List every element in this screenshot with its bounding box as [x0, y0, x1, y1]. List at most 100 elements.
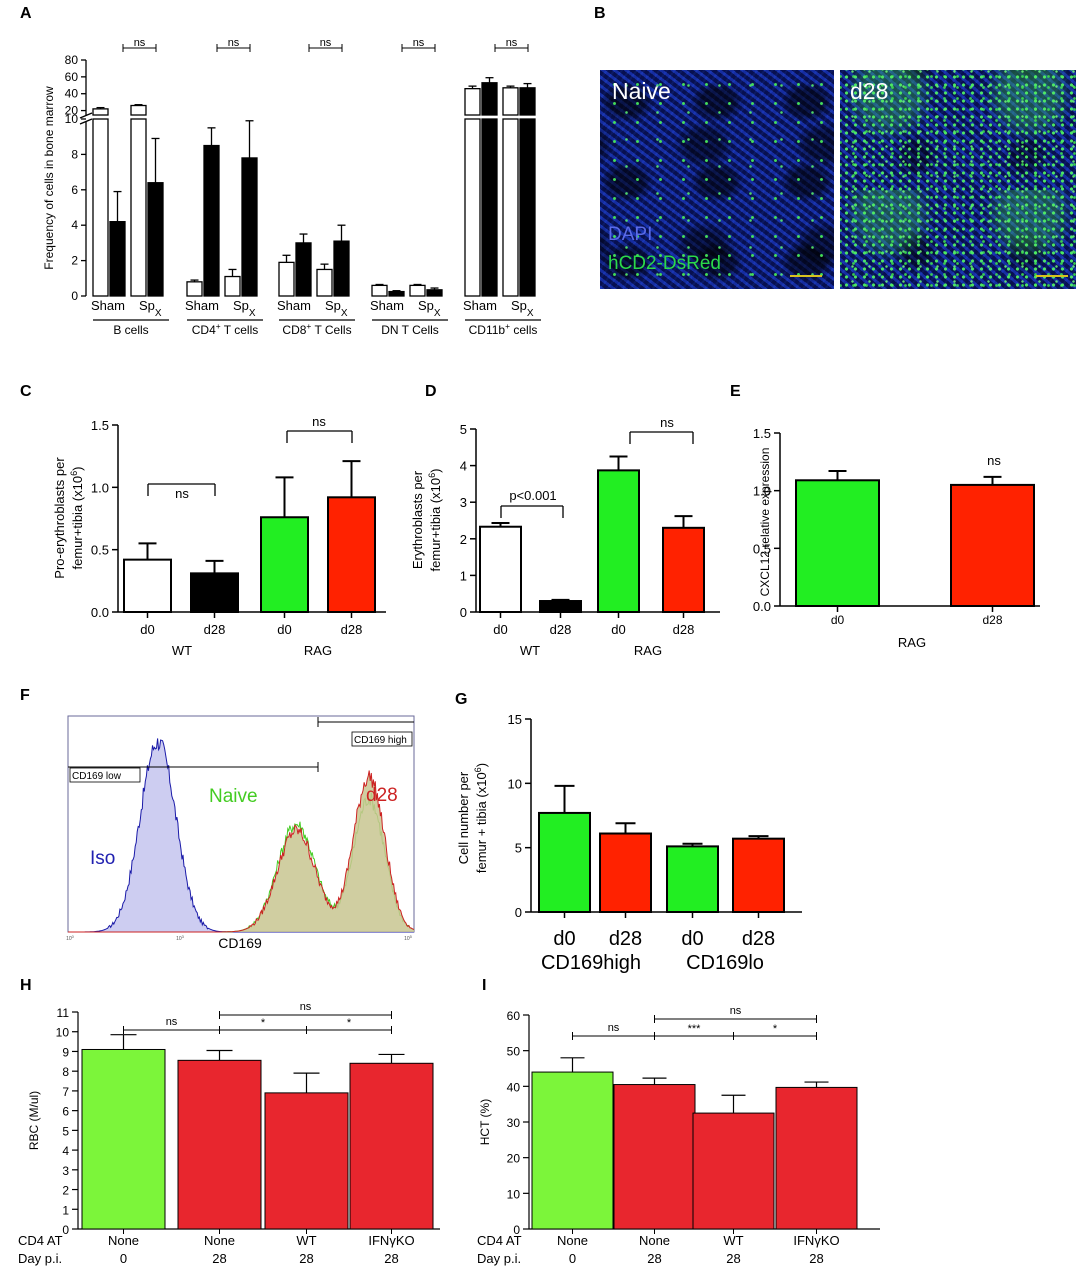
row-h-cd4at: None [204, 1233, 235, 1248]
panel-letter-a: A [20, 5, 32, 22]
bar-a [316, 268, 333, 297]
row-i-label: Day p.i. [477, 1251, 521, 1266]
bar-a [388, 290, 405, 297]
group-a-label: CD8+ T Cells [282, 321, 351, 337]
axis-h-tick-label: 2 [62, 1184, 69, 1198]
axis-a-ylabel: Frequency of cells in bone marrow [42, 86, 56, 270]
axis-d-tick-label: d28 [673, 622, 695, 637]
axis-d-ylabel: Erythroblasts per [410, 470, 425, 569]
axis-i-tick-label: 30 [507, 1116, 521, 1130]
annot-a-text: ns [228, 37, 240, 49]
axis-f-tick-label: 100 [66, 934, 75, 943]
axis-d-tick-label: 3 [460, 495, 467, 510]
row-h-day: 28 [384, 1251, 398, 1266]
axis-e-tick-label: 1.5 [753, 426, 771, 441]
row-i-day: 28 [809, 1251, 823, 1266]
bar-a [241, 157, 258, 297]
annot-a-text: ns [506, 37, 518, 49]
bar-d [539, 600, 582, 614]
micrograph-d28-label: d28 [850, 78, 889, 104]
axis-g-tick-label: d0 [681, 928, 703, 950]
axis-h-tick-label: 6 [62, 1105, 69, 1119]
bar-a [502, 87, 519, 116]
axis-f-tick-label: 105 [404, 934, 413, 943]
axis-a-tick-label: 8 [71, 147, 78, 161]
group-d-label: WT [520, 643, 540, 658]
bar-h [264, 1092, 349, 1230]
gate-label-box [69, 767, 141, 783]
axis-c-tick-label: 1.5 [91, 418, 109, 433]
bar-a [464, 88, 481, 116]
axis-g-tick-label: 5 [515, 841, 522, 856]
annot-d-text: p<0.001 [509, 488, 556, 503]
axis-a-tick-label: 10 [65, 112, 79, 126]
axis-g-ylabel: femur + tibia (x106) [473, 763, 489, 873]
axis-h-tick-label: 7 [62, 1085, 69, 1099]
axis-e-tick-label: 0.5 [753, 541, 771, 556]
micrograph-naive: Naive DAPI hCD2-DsRed [600, 70, 834, 289]
axis-d-tick-label: 4 [460, 459, 467, 474]
axis-g-tick-label: 10 [508, 776, 522, 791]
annot-a-text: ns [320, 37, 332, 49]
bar-a [333, 240, 350, 297]
bar-c [327, 496, 376, 614]
axis-g-tick-label: d28 [609, 928, 642, 950]
bar-i [613, 1084, 696, 1230]
group-c-label: RAG [304, 643, 332, 658]
label-a-sham: Sham [277, 298, 311, 313]
gate-label-box [351, 731, 413, 747]
annot-a-text: ns [413, 37, 425, 49]
axis-d-tick-label: d0 [611, 622, 625, 637]
group-g-label: CD169lo [686, 952, 764, 974]
bar-a [519, 118, 536, 297]
annot-h-text: * [261, 1017, 266, 1029]
bar-a [92, 108, 109, 116]
bar-a [186, 281, 203, 297]
axis-d-tick-label: 5 [460, 422, 467, 437]
annot-i-text: * [773, 1023, 778, 1035]
label-a-spx: SpX [139, 298, 162, 319]
axis-e-tick-label: 1.0 [753, 484, 771, 499]
axis-i-ylabel: HCT (%) [478, 1099, 492, 1145]
axis-a-tick-label: 40 [65, 87, 79, 101]
axis-c-tick-label: 0.0 [91, 605, 109, 620]
label-a-sham: Sham [91, 298, 125, 313]
axis-g-ylabel: Cell number per [456, 771, 471, 864]
axis-i-tick-label: 20 [507, 1152, 521, 1166]
bar-a [203, 144, 220, 297]
bar-g [599, 832, 652, 913]
label-a-spx: SpX [325, 298, 348, 319]
axis-e-ylabel: CXCL12 relative expression [758, 448, 772, 597]
row-i-day: 28 [726, 1251, 740, 1266]
axis-h-ylabel: RBC (M/ul) [27, 1091, 41, 1150]
axis-h-tick-label: 3 [62, 1164, 69, 1178]
axis-e-xlabel: RAG [898, 635, 926, 650]
axis-a-tick-label: 4 [71, 218, 78, 232]
bar-e [795, 479, 880, 607]
axis-h-tick-label: 8 [62, 1065, 69, 1079]
axis-c-ylabel: femur+tibia (x106) [69, 467, 85, 570]
bar-a [224, 275, 241, 297]
group-a-label: CD11b+ cells [469, 321, 538, 337]
gate-label-low: CD169 low [72, 771, 122, 782]
axis-h-tick-label: 10 [56, 1026, 70, 1040]
axis-a-tick-label: 60 [65, 70, 79, 84]
axis-h-tick-label: 11 [57, 1006, 70, 1020]
bar-c [123, 558, 172, 614]
axis-d-ylabel: femur+tibia (x106) [427, 469, 443, 572]
bar-g [538, 811, 591, 914]
axis-f-tick-label: 103 [176, 934, 185, 943]
row-i-day: 28 [647, 1251, 661, 1266]
axis-i-tick-label: 10 [507, 1187, 521, 1201]
panel-letter-i: I [482, 977, 486, 994]
annot-e-text: ns [987, 453, 1001, 468]
group-c-label: WT [172, 643, 192, 658]
bar-i [775, 1086, 858, 1230]
axis-h-tick-label: 9 [62, 1045, 69, 1059]
bar-a [295, 242, 312, 297]
annot-c-text: ns [312, 414, 326, 429]
panel-letter-e: E [730, 383, 741, 400]
axis-e-tick-label: d28 [982, 613, 1002, 627]
row-i-cd4at: IFNγKO [793, 1233, 839, 1248]
